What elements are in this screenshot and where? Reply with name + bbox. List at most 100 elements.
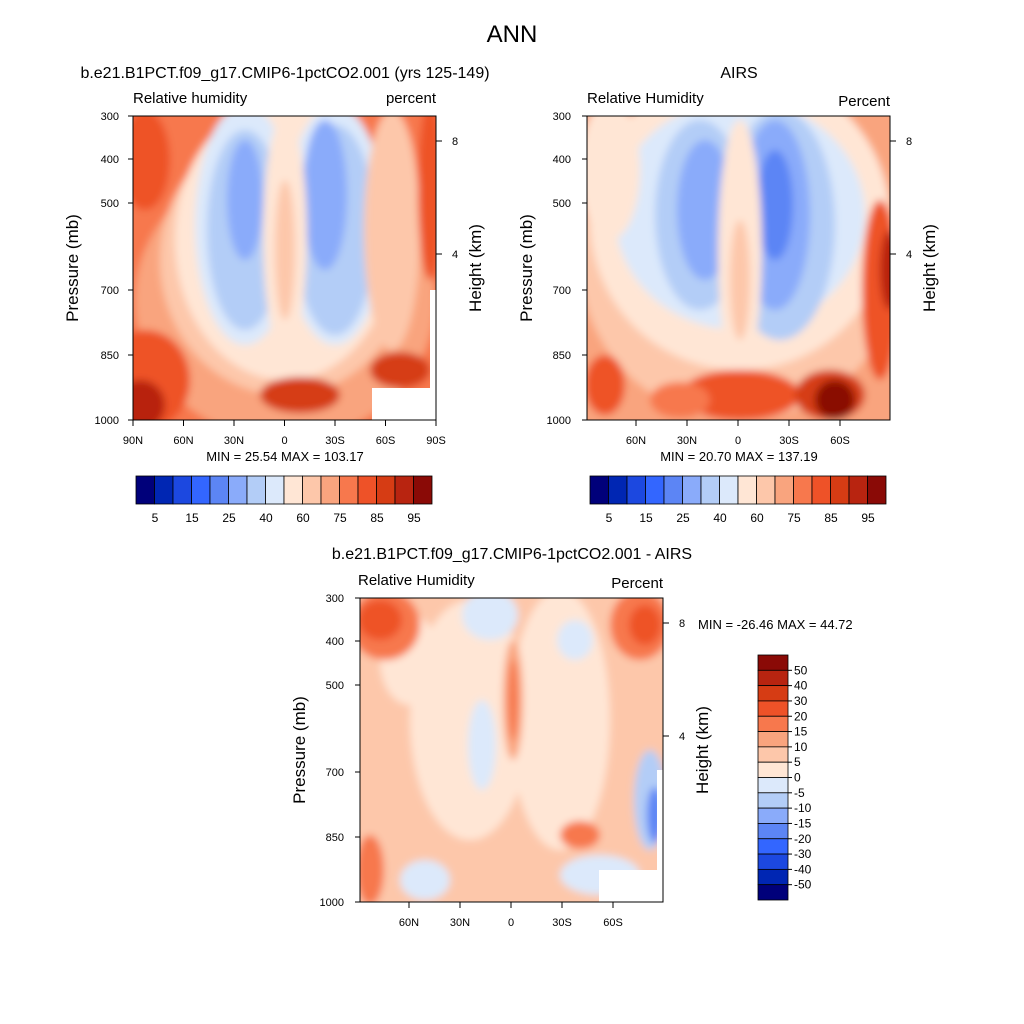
- colorbar-label: 30: [794, 694, 808, 708]
- colorbar-swatch: [682, 475, 702, 505]
- height-tick-label: 4: [679, 731, 685, 743]
- colorbar-swatch: [757, 715, 789, 732]
- y-axis-label: Pressure (mb): [517, 214, 536, 322]
- panel-difference: b.e21.B1PCT.f09_g17.CMIP6-1pctCO2.001 - …: [290, 546, 853, 929]
- y-tick-label: 700: [326, 767, 344, 779]
- min-max-stats: MIN = 25.54 MAX = 103.17: [206, 449, 364, 464]
- y-tick-label: 850: [101, 350, 119, 362]
- colorbar-swatch: [757, 654, 789, 671]
- colorbar-label: -5: [794, 786, 805, 800]
- colorbar-label: 85: [370, 511, 384, 525]
- y-tick-label: 1000: [547, 415, 571, 427]
- colorbar-swatch: [757, 823, 789, 840]
- y-tick-label: 850: [553, 350, 571, 362]
- colorbar-label: -10: [794, 801, 812, 815]
- colorbar-swatch: [394, 475, 414, 505]
- y-tick-label: 400: [326, 636, 344, 648]
- contour-field: [360, 598, 663, 902]
- x-tick-label: 60S: [376, 435, 396, 447]
- colorbar-label: 15: [794, 725, 808, 739]
- panel-title: b.e21.B1PCT.f09_g17.CMIP6-1pctCO2.001 (y…: [80, 65, 489, 82]
- colorbar-label: 85: [824, 511, 838, 525]
- colorbar-swatch: [737, 475, 757, 505]
- colorbar-swatch: [320, 475, 340, 505]
- x-tick-label: 60S: [830, 435, 850, 447]
- height-axis-label: Height (km): [920, 224, 939, 312]
- contour-field: [133, 116, 436, 420]
- colorbar-swatch: [228, 475, 248, 505]
- x-tick-label: 30N: [224, 435, 244, 447]
- y-tick-label: 500: [101, 198, 119, 210]
- y-tick-label: 500: [326, 680, 344, 692]
- colorbar-swatch: [357, 475, 377, 505]
- colorbar: [589, 475, 887, 505]
- y-tick-label: 300: [553, 111, 571, 123]
- colorbar-swatch: [302, 475, 322, 505]
- left-subtitle: Relative Humidity: [358, 572, 475, 589]
- colorbar-swatch: [757, 792, 789, 809]
- colorbar-swatch: [663, 475, 683, 505]
- y-tick-label: 300: [101, 111, 119, 123]
- x-tick-label: 30S: [779, 435, 799, 447]
- x-tick-label: 60N: [173, 435, 193, 447]
- colorbar-label: 5: [606, 511, 613, 525]
- y-axis-label: Pressure (mb): [290, 696, 309, 804]
- pressure-axis: 300 400 500 700 850 1000 Pressure (mb): [290, 593, 360, 909]
- colorbar-swatch: [756, 475, 776, 505]
- height-tick-label: 4: [906, 249, 912, 261]
- colorbar-label: 95: [407, 511, 421, 525]
- panel-title: AIRS: [720, 65, 757, 82]
- colorbar-labels: 5 15 25 40 60 75 85 95: [606, 511, 875, 525]
- height-axis: 8 4 Height (km): [436, 136, 485, 312]
- colorbar-swatch: [774, 475, 794, 505]
- colorbar-swatch: [757, 838, 789, 855]
- colorbar-swatch: [265, 475, 285, 505]
- colorbar-swatch: [608, 475, 628, 505]
- x-tick-label: 30N: [450, 917, 470, 929]
- x-tick-label: 60S: [603, 917, 623, 929]
- colorbar-swatch: [793, 475, 813, 505]
- y-axis-label: Pressure (mb): [63, 214, 82, 322]
- colorbar-swatch: [811, 475, 831, 505]
- min-max-stats: MIN = -26.46 MAX = 44.72: [698, 617, 853, 632]
- colorbar-swatch: [135, 475, 155, 505]
- pressure-axis: 300 400 500 700 850 1000 Pressure (mb): [63, 111, 133, 427]
- colorbar-label: 10: [794, 740, 808, 754]
- x-tick-label: 0: [508, 917, 514, 929]
- y-tick-label: 400: [553, 154, 571, 166]
- colorbar-swatch: [209, 475, 229, 505]
- colorbar-label: 5: [794, 755, 801, 769]
- colorbar-label: 25: [222, 511, 236, 525]
- colorbar-swatch: [246, 475, 266, 505]
- height-tick-label: 8: [679, 618, 685, 630]
- colorbar-label: 60: [296, 511, 310, 525]
- colorbar-swatch: [700, 475, 720, 505]
- right-subtitle: percent: [386, 90, 437, 107]
- colorbar-label: -30: [794, 847, 812, 861]
- colorbar-swatch: [757, 761, 789, 778]
- panel-airs: AIRS Relative Humidity Percent: [517, 65, 939, 525]
- colorbar-swatch: [867, 475, 887, 505]
- colorbar-label: 5: [152, 511, 159, 525]
- colorbar-swatch: [757, 700, 789, 717]
- x-tick-label: 0: [281, 435, 287, 447]
- colorbar-label: 15: [185, 511, 199, 525]
- colorbar-swatch: [757, 731, 789, 748]
- colorbar-swatch: [757, 853, 789, 870]
- y-tick-label: 300: [326, 593, 344, 605]
- y-tick-label: 400: [101, 154, 119, 166]
- colorbar-swatch: [757, 685, 789, 702]
- colorbar-swatch: [645, 475, 665, 505]
- pressure-axis: 300 400 500 700 850 1000 Pressure (mb): [517, 111, 587, 427]
- height-tick-label: 8: [906, 136, 912, 148]
- colorbar-label: 60: [750, 511, 764, 525]
- panel-model: b.e21.B1PCT.f09_g17.CMIP6-1pctCO2.001 (y…: [63, 65, 490, 525]
- height-axis: 8 4 Height (km): [890, 136, 939, 312]
- y-tick-label: 850: [326, 832, 344, 844]
- colorbar-label: 0: [794, 771, 801, 785]
- colorbar-swatch: [757, 777, 789, 794]
- y-tick-label: 1000: [95, 415, 119, 427]
- x-tick-label: 0: [735, 435, 741, 447]
- figure-title: ANN: [487, 21, 538, 48]
